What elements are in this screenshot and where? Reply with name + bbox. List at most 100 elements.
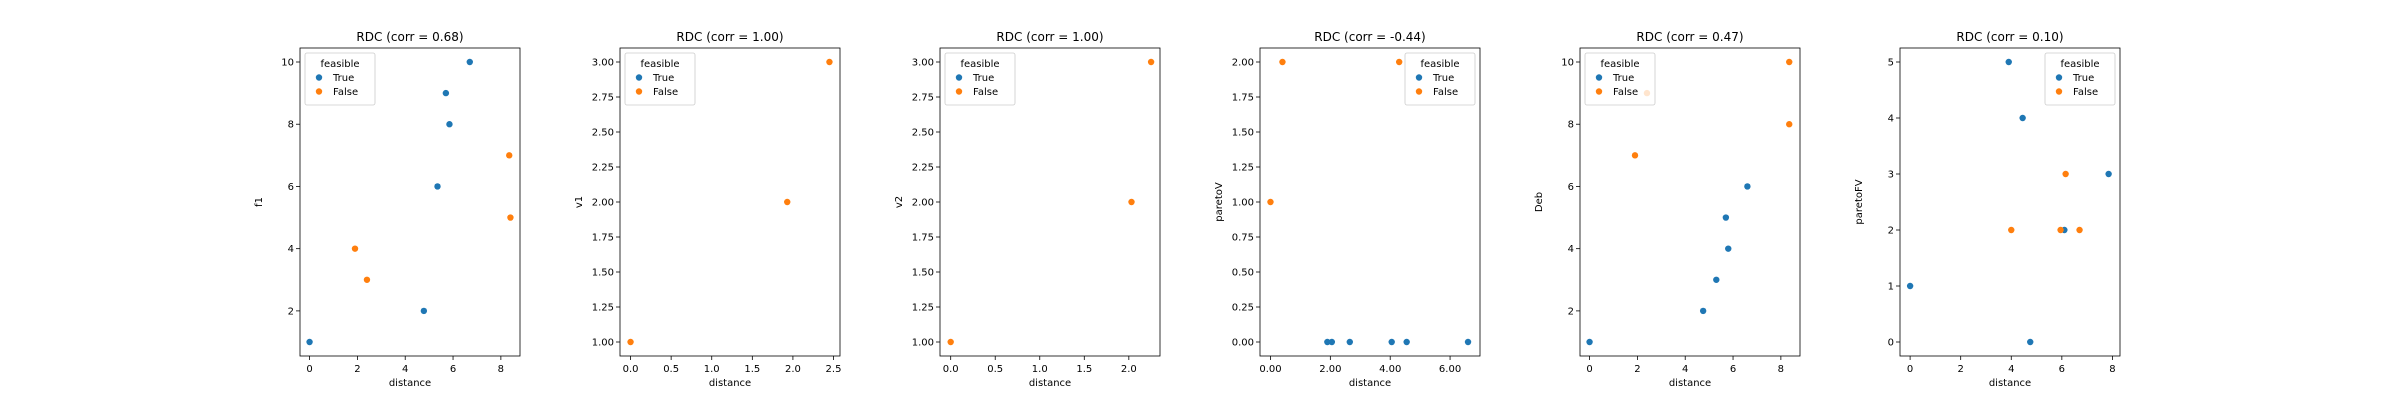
data-point-true [442,89,450,97]
x-tick-label: 2.5 [826,364,842,375]
y-tick-label: 1.25 [912,303,934,314]
data-point-false [1128,198,1135,206]
x-tick-label: 0.5 [663,364,679,375]
x-tick-label: 0.0 [623,364,639,375]
legend-title: feasible [320,59,359,70]
legend-marker-true [2055,74,2063,81]
y-tick-label: 0.00 [1232,338,1254,349]
y-tick-label: 3.00 [912,58,934,69]
y-tick-label: 1.50 [912,268,934,279]
x-axis-label: distance [389,378,431,389]
y-tick-label: 2.50 [592,128,614,139]
x-tick-label: 0 [306,364,312,375]
axes-frame [299,47,521,357]
data-point-false [506,152,513,159]
y-tick-label: 2.25 [912,163,934,174]
chart-panel-3: 0.0 0.5 1.0 1.5 2.0 1.00 1.25 1.50 1.75 2.00 2.25 2… [894,30,1161,389]
y-tick-label: 0.25 [1232,303,1254,314]
data-point-false [1279,58,1286,66]
data-point-true [420,307,428,315]
y-tick-label: 1.25 [1232,163,1254,174]
data-point-true [434,183,441,190]
y-tick-label: 4 [1888,114,1894,125]
legend-title: feasible [2060,59,2099,70]
legend-box [1584,52,1656,106]
x-tick-label: 0.0 [943,364,959,375]
data-point-false [2076,226,2083,234]
data-point-true [2105,170,2112,178]
y-tick-label: 2.50 [912,128,934,139]
x-tick-label: 6 [2059,364,2065,375]
y-tick-label: 8 [288,120,294,131]
legend: feasible True False [944,52,1016,106]
y-tick-label: 1 [1888,282,1894,293]
legend: feasible True False [1404,52,1476,106]
data-point-false [1147,58,1155,66]
x-tick-label: 8 [2109,364,2115,375]
y-tick-label: 10 [281,58,294,69]
legend-label-true: True [1612,73,1634,84]
y-tick-label: 0.75 [1232,233,1254,244]
axes-frame [1899,47,2121,357]
legend-label-false: False [1433,87,1458,98]
x-tick-label: 2.0 [1121,364,1137,375]
chart-panel-5: 0 2 4 6 8 2 4 6 8 10 RDC (corr = 0.47) distance Deb f… [1534,30,1801,389]
y-axis-label: paretoFV [1854,179,1865,224]
y-tick-label: 1.75 [912,233,934,244]
x-tick-label: 4.00 [1379,364,1401,375]
x-tick-label: 8 [498,364,504,375]
x-tick-label: 4 [2008,364,2014,375]
data-point-true [2019,114,2026,122]
y-tick-label: 3 [1888,170,1894,181]
data-point-true [1699,307,1707,315]
x-tick-label: 1.5 [744,364,760,375]
data-point-true [1722,214,1730,221]
legend-marker-true [315,74,323,81]
x-axis-label: distance [1349,378,1391,389]
legend-marker-true [635,74,643,81]
data-point-true [1464,338,1472,346]
chart-title: RDC (corr = 0.68) [356,30,463,44]
legend-label-false: False [2073,87,2098,98]
legend-label-false: False [1613,87,1638,98]
x-tick-label: 8 [1778,364,1784,375]
legend-label-false: False [653,87,678,98]
chart-panel-4: 0.00 2.00 4.00 6.00 0.00 0.25 0.50 0.75 1.00 1.25… [1214,30,1481,389]
legend-marker-true [1595,74,1603,81]
legend-box [1404,52,1476,106]
y-tick-label: 4 [1568,244,1574,255]
legend-box [944,52,1016,106]
x-tick-label: 1.5 [1076,364,1092,375]
chart-title: RDC (corr = 1.00) [676,30,783,44]
x-axis-label: distance [1989,378,2031,389]
legend-box [2044,52,2116,106]
legend-label-true: True [652,73,674,84]
y-tick-label: 1.50 [592,268,614,279]
data-point-false [351,245,359,252]
data-point-true [2005,58,2012,66]
data-point-true [1906,282,1914,290]
legend-label-false: False [333,87,358,98]
y-tick-label: 2.75 [592,93,614,104]
y-tick-label: 6 [288,182,294,193]
y-tick-label: 4 [288,244,294,255]
legend-box [304,52,376,106]
x-tick-label: 6 [450,364,456,375]
chart-title: RDC (corr = -0.44) [1314,30,1425,44]
legend-title: feasible [1420,59,1459,70]
y-axis-label: Deb [1534,192,1545,212]
data-point-true [1328,338,1336,346]
x-tick-label: 2 [1958,364,1964,375]
data-point-false [1631,152,1639,159]
data-point-true [1744,183,1751,190]
y-tick-label: 10 [1561,58,1574,69]
y-axis-label: v2 [894,196,905,208]
y-tick-label: 1.00 [1232,198,1254,209]
data-point-true [1324,338,1331,346]
data-point-false [2062,170,2069,178]
x-tick-label: 0.00 [1259,364,1281,375]
legend-title: feasible [1600,59,1639,70]
chart-title: RDC (corr = 0.47) [1636,30,1743,44]
y-tick-label: 1.50 [1232,128,1254,139]
data-point-false [507,214,514,221]
